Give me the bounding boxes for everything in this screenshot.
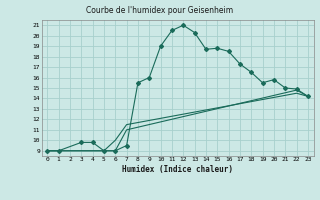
Text: Courbe de l'humidex pour Geisenheim: Courbe de l'humidex pour Geisenheim [86,6,234,15]
X-axis label: Humidex (Indice chaleur): Humidex (Indice chaleur) [122,165,233,174]
